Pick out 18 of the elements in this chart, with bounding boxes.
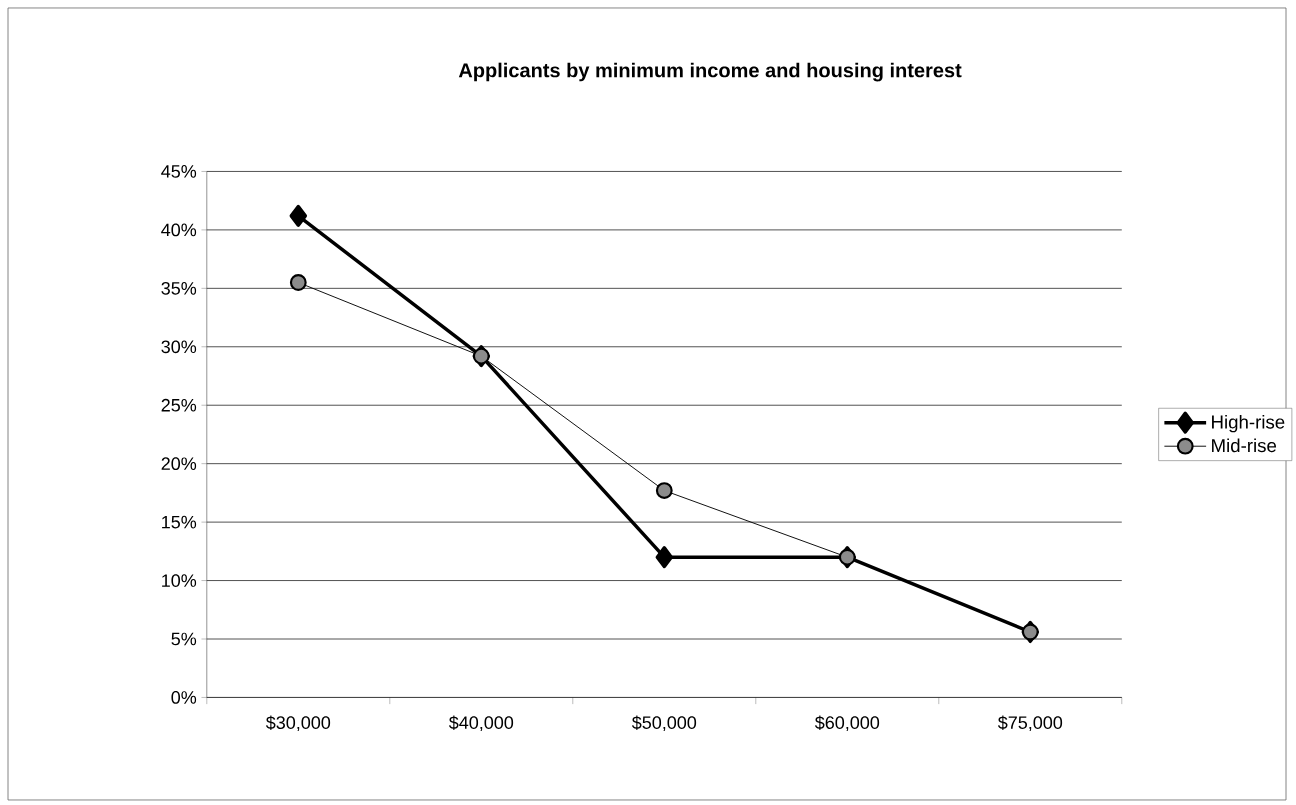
x-tick-label: $60,000 (814, 715, 880, 732)
legend-label: High-rise (1212, 414, 1285, 433)
y-tick-label: 0% (171, 691, 197, 704)
x-tick-label: $75,000 (997, 715, 1063, 732)
y-tick-label: 5% (171, 632, 197, 646)
y-tick-label: 40% (161, 223, 197, 237)
y-tick-label: 25% (161, 398, 197, 412)
y-tick-label: 35% (161, 281, 197, 295)
y-tick-label: 10% (162, 574, 197, 587)
legend-label: Mid-rise (1212, 438, 1277, 453)
x-tick-label: $30,000 (265, 715, 331, 732)
chart-title: Applicants by minimum income and housing interest (458, 62, 962, 82)
x-tick-label: $50,000 (631, 715, 697, 732)
y-tick-label: 45% (161, 165, 197, 178)
y-tick-label: 15% (162, 515, 197, 529)
y-tick-label: 30% (161, 340, 197, 354)
y-tick-label: 20% (161, 457, 197, 471)
x-tick-label: $40,000 (448, 715, 514, 732)
